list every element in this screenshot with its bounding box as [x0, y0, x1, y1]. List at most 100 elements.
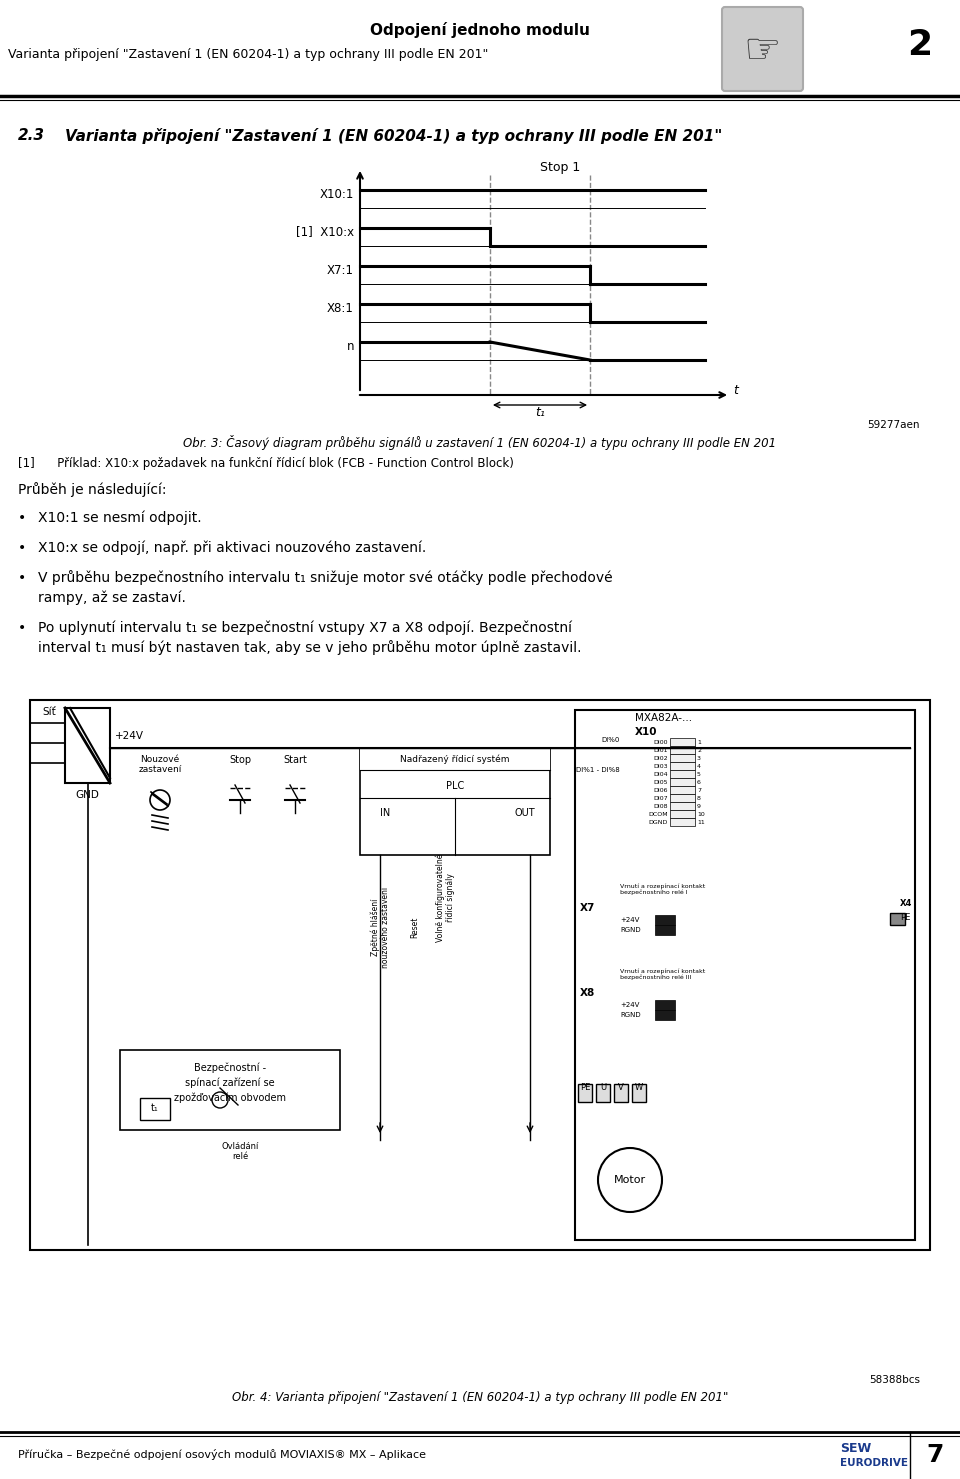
Bar: [670, 802, 695, 810]
Bar: [140, 1097, 170, 1120]
Text: zpožďovacím obvodem: zpožďovacím obvodem: [174, 1093, 286, 1103]
Text: GND: GND: [76, 790, 100, 800]
Text: X10: X10: [635, 728, 658, 737]
Text: Vrnutí a rozepínací kontakt
bezpečnostního relé I: Vrnutí a rozepínací kontakt bezpečnostní…: [620, 883, 706, 895]
Text: X8: X8: [580, 988, 595, 998]
Bar: [360, 748, 550, 855]
Text: 2.3: 2.3: [18, 129, 45, 143]
Bar: [655, 916, 675, 924]
Text: X8:1: X8:1: [327, 302, 354, 315]
Text: DCOM: DCOM: [648, 812, 668, 816]
Bar: [670, 771, 695, 778]
Circle shape: [212, 1092, 228, 1108]
Text: Varianta připojení "Zastavení 1 (EN 60204-1) a typ ochrany III podle EN 201": Varianta připojení "Zastavení 1 (EN 6020…: [65, 129, 722, 143]
Text: IN: IN: [380, 808, 390, 818]
Text: Ovládání
relé: Ovládání relé: [222, 1142, 258, 1161]
Text: RGND: RGND: [620, 927, 640, 933]
Text: 11: 11: [697, 819, 705, 824]
Text: Průběh je následující:: Průběh je následující:: [18, 482, 166, 497]
Bar: [670, 778, 695, 785]
Text: 58388bcs: 58388bcs: [869, 1375, 920, 1384]
Text: t: t: [733, 383, 738, 396]
Text: SEW: SEW: [840, 1442, 872, 1454]
Text: DI01: DI01: [654, 747, 668, 753]
Bar: [614, 1084, 628, 1102]
Text: t₁: t₁: [535, 407, 545, 420]
Text: Varianta připojení "Zastavení 1 (EN 60204-1) a typ ochrany III podle EN 201": Varianta připojení "Zastavení 1 (EN 6020…: [8, 47, 489, 61]
Text: PE: PE: [900, 913, 910, 921]
Bar: [670, 762, 695, 771]
Text: X10:x se odpojí, např. při aktivaci nouzového zastavení.: X10:x se odpojí, např. při aktivaci nouz…: [38, 541, 426, 555]
Circle shape: [598, 1148, 662, 1211]
Text: DI02: DI02: [654, 756, 668, 760]
Text: X10:1: X10:1: [320, 188, 354, 201]
Text: Stop 1: Stop 1: [540, 161, 580, 175]
Text: MXA82A-...: MXA82A-...: [635, 713, 692, 723]
Circle shape: [150, 790, 170, 810]
Text: 5: 5: [697, 772, 701, 776]
Text: •: •: [18, 512, 26, 525]
Text: ☞: ☞: [743, 30, 780, 71]
Text: PE: PE: [580, 1084, 590, 1093]
Bar: [596, 1084, 610, 1102]
Text: 2: 2: [907, 28, 932, 62]
Text: OUT: OUT: [515, 808, 536, 818]
Text: V: V: [618, 1084, 624, 1093]
Bar: [670, 785, 695, 794]
Text: Příručka – Bezpečné odpojení osových modulů MOVIAXIS® MX – Aplikace: Příručka – Bezpečné odpojení osových mod…: [18, 1449, 426, 1460]
Bar: [670, 810, 695, 818]
Text: 9: 9: [697, 803, 701, 809]
Text: X4: X4: [900, 899, 912, 908]
Text: [1]  X10:x: [1] X10:x: [296, 225, 354, 238]
Text: •: •: [18, 621, 26, 634]
Text: 1: 1: [697, 740, 701, 744]
Text: X7:1: X7:1: [327, 263, 354, 277]
Text: DI04: DI04: [654, 772, 668, 776]
Text: Zpětné hlášení
nouzového zastavení: Zpětné hlášení nouzového zastavení: [370, 887, 390, 969]
Text: W: W: [635, 1084, 643, 1093]
Text: PLC: PLC: [445, 781, 464, 791]
Text: +24V: +24V: [620, 1001, 639, 1009]
Bar: [670, 818, 695, 825]
Text: Volně konfigurovatelné
řídicí signály: Volně konfigurovatelné řídicí signály: [435, 853, 455, 942]
Text: DI03: DI03: [654, 763, 668, 769]
Text: DI%0: DI%0: [602, 737, 620, 742]
Text: Nouzové
zastavení: Nouzové zastavení: [138, 754, 181, 775]
Text: Reset: Reset: [411, 917, 420, 938]
Text: •: •: [18, 541, 26, 555]
Text: rampy, až se zastaví.: rampy, až se zastaví.: [38, 590, 186, 605]
Bar: [670, 794, 695, 802]
Text: DI05: DI05: [654, 779, 668, 784]
Text: 2: 2: [697, 747, 701, 753]
Text: DI06: DI06: [654, 787, 668, 793]
Bar: [632, 1084, 646, 1102]
Bar: [65, 708, 110, 782]
Bar: [360, 748, 550, 771]
Text: Vrnutí a rozepínací kontakt
bezpečnostního relé III: Vrnutí a rozepínací kontakt bezpečnostní…: [620, 969, 706, 981]
Text: 3: 3: [697, 756, 701, 760]
Bar: [890, 913, 905, 924]
Text: X7: X7: [580, 904, 595, 913]
Text: 8: 8: [697, 796, 701, 800]
Text: t₁: t₁: [151, 1103, 158, 1114]
Text: interval t₁ musí být nastaven tak, aby se v jeho průběhu motor úplně zastavil.: interval t₁ musí být nastaven tak, aby s…: [38, 640, 582, 655]
Text: 7: 7: [926, 1444, 944, 1467]
Text: V průběhu bezpečnostního intervalu t₁ snižuje motor své otáčky podle přechodové: V průběhu bezpečnostního intervalu t₁ sn…: [38, 571, 612, 586]
Text: Bezpečnostní -: Bezpečnostní -: [194, 1063, 266, 1074]
Text: Po uplynutí intervalu t₁ se bezpečnostní vstupy X7 a X8 odpojí. Bezpečnostní: Po uplynutí intervalu t₁ se bezpečnostní…: [38, 621, 572, 636]
Text: [1]      Příklad: X10:x požadavek na funkční řídicí blok (FCB - Function Control: [1] Příklad: X10:x požadavek na funkční …: [18, 457, 514, 470]
Text: Stop: Stop: [228, 754, 252, 765]
Bar: [670, 745, 695, 754]
Text: 59277aen: 59277aen: [868, 420, 920, 430]
Bar: [30, 700, 930, 1250]
Bar: [670, 738, 695, 745]
Bar: [578, 1084, 592, 1102]
Text: DI00: DI00: [654, 740, 668, 744]
Text: Start: Start: [283, 754, 307, 765]
Text: EURODRIVE: EURODRIVE: [840, 1458, 908, 1469]
Bar: [655, 924, 675, 935]
Text: 6: 6: [697, 779, 701, 784]
Text: +24V: +24V: [115, 731, 144, 741]
Text: DI08: DI08: [654, 803, 668, 809]
Text: +24V: +24V: [620, 917, 639, 923]
